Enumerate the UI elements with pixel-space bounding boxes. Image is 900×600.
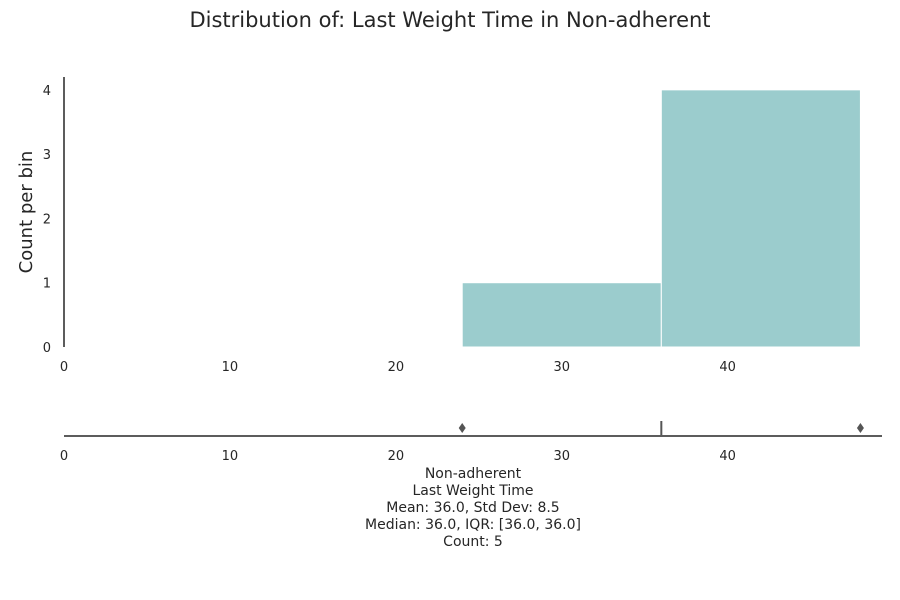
y-tick-label-2: 2 bbox=[43, 212, 51, 227]
y-tick-label-4: 4 bbox=[43, 84, 51, 99]
caption-group: Non-adherent bbox=[424, 466, 522, 482]
caption-variable: Last Weight Time bbox=[412, 483, 534, 499]
boxplot-x-tick-labels: 0 10 20 30 40 bbox=[60, 449, 736, 464]
histogram-bar-0 bbox=[461, 282, 662, 348]
chart-title: Distribution of: Last Weight Time in Non… bbox=[189, 8, 711, 32]
caption-count: Count: 5 bbox=[443, 534, 503, 550]
caption-median-iqr: Median: 36.0, IQR: [36.0, 36.0] bbox=[365, 517, 581, 533]
boxplot-outlier-1 bbox=[856, 423, 864, 433]
y-tick-labels: 0 1 2 3 4 bbox=[43, 84, 51, 356]
histogram-bars bbox=[461, 89, 861, 348]
caption-mean-std: Mean: 36.0, Std Dev: 8.5 bbox=[386, 500, 560, 516]
x-tick-label-2: 20 bbox=[388, 360, 405, 375]
x-tick-label-3: 30 bbox=[553, 360, 570, 375]
boxplot-x-tick-label-2: 20 bbox=[388, 449, 405, 464]
boxplot-x-tick-label-3: 30 bbox=[553, 449, 570, 464]
boxplot-x-tick-label-0: 0 bbox=[60, 449, 68, 464]
y-tick-label-0: 0 bbox=[43, 341, 51, 356]
x-tick-label-4: 40 bbox=[719, 360, 736, 375]
y-tick-label-3: 3 bbox=[43, 148, 51, 163]
boxplot-x-tick-label-4: 40 bbox=[719, 449, 736, 464]
x-tick-label-0: 0 bbox=[60, 360, 68, 375]
boxplot-outlier-0 bbox=[458, 423, 466, 433]
histogram-bar-1 bbox=[660, 89, 861, 348]
y-axis-label: Count per bin bbox=[16, 151, 37, 274]
boxplot-marks bbox=[458, 421, 864, 435]
summary-caption: Non-adherent Last Weight Time Mean: 36.0… bbox=[300, 466, 646, 551]
x-tick-labels: 0 10 20 30 40 bbox=[60, 360, 736, 375]
boxplot-x-tick-label-1: 10 bbox=[222, 449, 239, 464]
y-tick-label-1: 1 bbox=[43, 277, 51, 292]
x-tick-label-1: 10 bbox=[222, 360, 239, 375]
